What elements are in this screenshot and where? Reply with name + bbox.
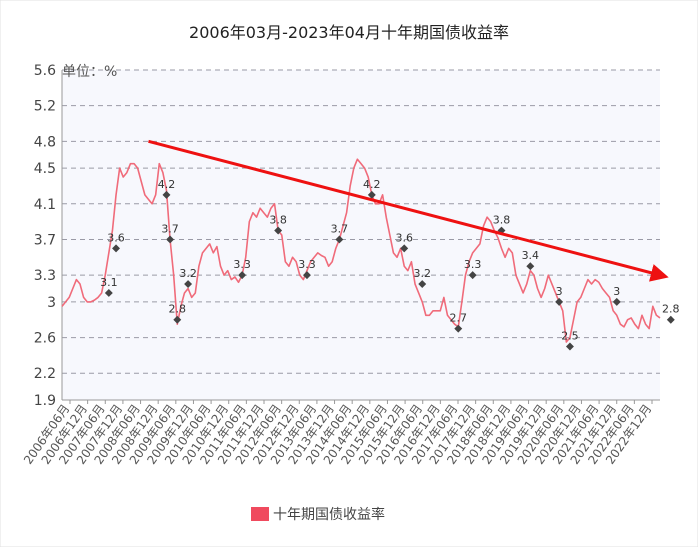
y-tick-label: 3.7 [34,232,56,248]
data-point [666,315,675,324]
data-point [303,271,311,280]
data-label: 3 [556,285,563,298]
y-tick-label: 3.3 [34,268,56,284]
data-point [162,190,171,199]
data-point [166,235,175,244]
data-point [173,315,182,324]
data-label: 3.2 [413,267,431,280]
data-label: 2.8 [662,303,680,316]
data-label: 3.3 [464,258,482,271]
chart-title: 2006年03月-2023年04月十年期国债收益率 [189,23,509,42]
data-label: 2.8 [169,303,187,316]
data-point [335,235,344,244]
legend[interactable]: 十年期国债收益率 [251,506,385,523]
data-label: 4.2 [158,178,176,191]
data-label: 3.3 [298,258,316,271]
y-tick-label: 5.2 [34,99,56,115]
y-tick-label: 4.8 [34,134,56,150]
y-tick-label: 2.6 [34,331,56,347]
data-label: 2.7 [450,312,468,325]
data-label: 4.2 [363,178,381,191]
data-label: 3 [613,285,620,298]
data-point [612,297,621,306]
data-label: 3.6 [395,231,413,244]
data-point [454,324,463,333]
y-tick-label: 4.1 [34,197,56,213]
data-point [274,226,283,235]
data-point [400,244,409,253]
data-label: 3.2 [179,267,197,280]
plot-area [62,70,660,400]
data-point [184,280,193,289]
data-point [418,280,427,289]
y-unit-label: 单位：% [62,64,117,80]
data-label: 3.7 [331,222,349,235]
data-label: 3.7 [161,222,179,235]
data-point [112,244,120,253]
data-label: 3.8 [493,214,511,227]
trend-arrow [148,139,669,282]
y-tick-label: 3 [47,295,56,311]
legend-swatch [251,507,269,521]
y-axis-ticks: 1.9 2.2 2.6 3 3.3 3.7 4.1 4.5 4.8 5.2 5.6 [34,63,56,409]
data-label: 3.4 [522,249,540,262]
data-label: 3.6 [107,231,125,244]
y-tick-label: 4.5 [34,161,56,177]
series-line [61,158,661,343]
data-point [367,190,376,199]
grid-lines [62,69,660,374]
data-point [468,271,477,280]
data-point [238,271,247,280]
y-tick-label: 1.9 [34,393,56,409]
y-tick-label: 5.6 [34,63,56,79]
data-label: 3.3 [233,258,251,271]
data-label: 3.8 [269,214,287,227]
data-point [555,297,564,306]
data-markers [104,190,675,351]
data-label: 2.5 [561,329,579,342]
data-labels: 3.1 3.6 4.2 3.7 2.8 3.2 3.3 3.8 3.3 3.7 4.2 3.6 3.2 2… [100,178,679,343]
y-tick-label: 2.2 [34,366,56,382]
x-axis-ticks: 2006年06月2006年12月2007年06月2007年12月2008年06月… [21,400,654,467]
legend-label: 十年期国债收益率 [273,506,385,523]
data-label: 3.1 [100,276,118,289]
series-layer [61,158,661,343]
